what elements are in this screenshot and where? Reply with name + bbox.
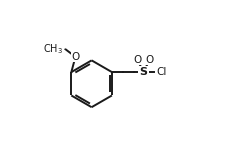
Text: O: O [65,48,66,49]
Text: O: O [133,55,141,65]
Text: S: S [139,67,147,77]
Text: O: O [71,52,80,62]
Text: O: O [146,55,154,65]
Text: Cl: Cl [157,67,167,77]
Text: CH$_3$: CH$_3$ [43,42,63,56]
